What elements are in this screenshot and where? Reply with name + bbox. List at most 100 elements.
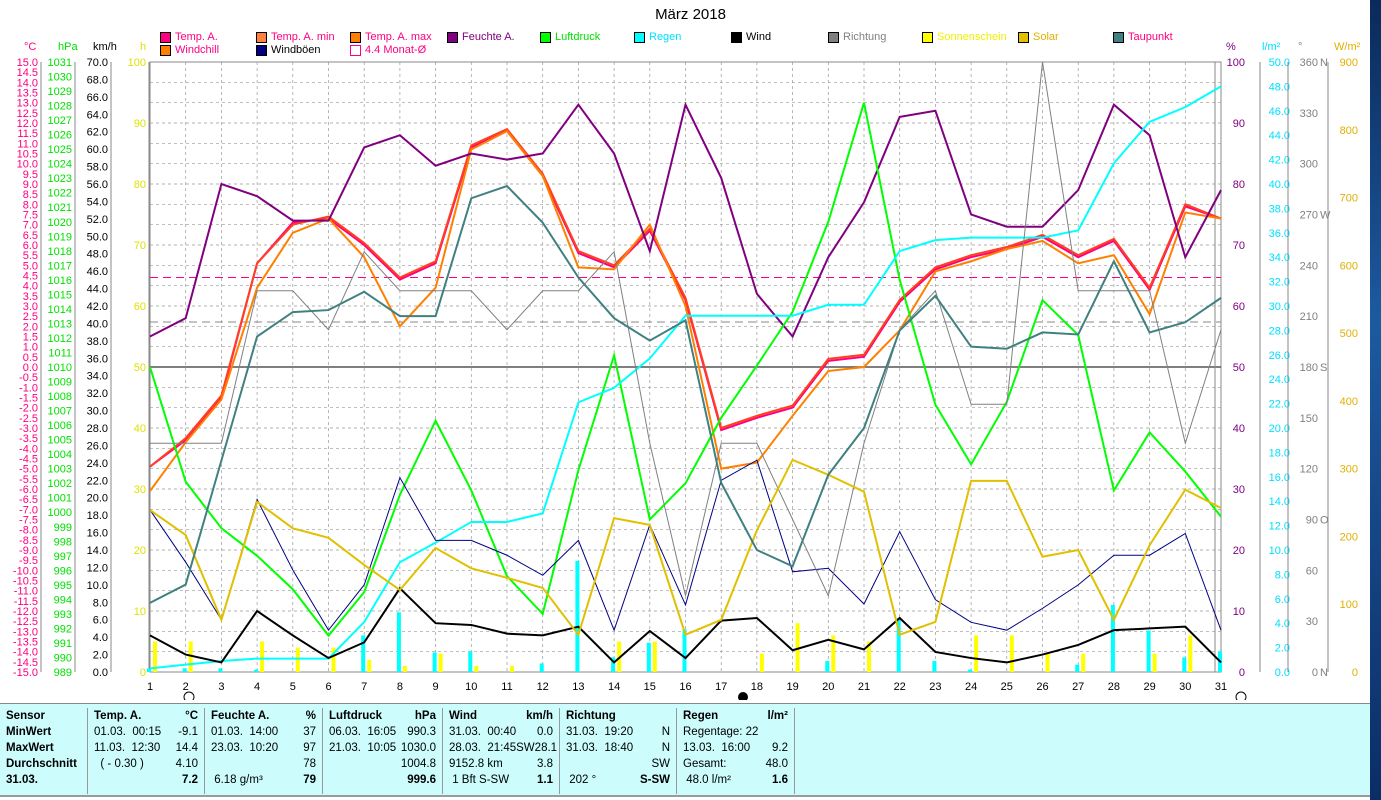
axis-tick-label: 50.0 xyxy=(1269,57,1290,69)
x-tick-label: 5 xyxy=(290,681,296,693)
axis-tick-label: 0.5 xyxy=(23,352,38,364)
axis-tick-label: 0.0 xyxy=(93,667,108,679)
cell-label: 28.03. 21:45SW xyxy=(449,742,535,754)
bar-sonnenschein xyxy=(260,641,265,672)
axis-tick-label: 60 xyxy=(134,301,146,313)
column-unit: hPa xyxy=(414,710,436,722)
axis-unit-rain: l/m² xyxy=(1262,41,1281,53)
legend-item: Windchill xyxy=(160,44,219,56)
axis-tick-label: 6.0 xyxy=(93,615,108,627)
axis-tick-label: 20 xyxy=(134,545,146,557)
axis-tick-label: -11.0 xyxy=(14,586,38,598)
legend-item: Regen xyxy=(634,31,681,43)
axis-tick-label: 1029 xyxy=(48,86,72,98)
axis-tick-label: 44.0 xyxy=(1269,130,1290,142)
axis-tick-label: 8.0 xyxy=(93,597,108,609)
axis-tick-label: 1024 xyxy=(48,159,72,171)
axis-tick-label: 56.0 xyxy=(87,179,108,191)
axis-tick-label: -10.5 xyxy=(13,576,38,588)
axis-tick-label: 0 xyxy=(1312,667,1318,679)
axis-tick-label: 1027 xyxy=(48,115,72,127)
axis-tick-label: 42.0 xyxy=(1269,155,1290,167)
cell-value: 1030.0 xyxy=(400,742,436,754)
axis-tick-label: 6.0 xyxy=(1275,594,1290,606)
x-tick-label: 27 xyxy=(1072,681,1084,693)
axis-tick-label: 90 xyxy=(1306,515,1318,527)
bar-regen-t-glich xyxy=(396,612,401,672)
axis-tick-label: 40 xyxy=(1233,423,1245,435)
axis-tick-label: 30.0 xyxy=(1269,301,1290,313)
series-wind xyxy=(149,586,1222,664)
axis-tick-label: 1026 xyxy=(48,130,72,142)
axis-tick-label: 1.0 xyxy=(23,342,38,354)
x-tick-label: 8 xyxy=(397,681,403,693)
cell-label: Gesamt: xyxy=(683,758,727,770)
axis-tick-label: 1001 xyxy=(48,493,72,505)
axis-tick-label: 1006 xyxy=(48,420,72,432)
axis-tick-label: 22.0 xyxy=(87,475,108,487)
axis-tick-label: 1014 xyxy=(48,304,72,316)
legend-swatch xyxy=(350,31,361,43)
cell-label: 48.0 l/m² xyxy=(683,774,731,786)
axis-tick-label: 13.5 xyxy=(17,88,38,100)
axis-tick-label: 22.0 xyxy=(1269,399,1290,411)
axis-tick-label: 50.0 xyxy=(87,231,108,243)
legend-label: Wind xyxy=(746,31,772,43)
bar-regen-t-glich xyxy=(825,661,830,672)
axis-tick-label: 40.0 xyxy=(87,318,108,330)
axis-tick-label: 1015 xyxy=(48,289,72,301)
axis-tick-label: 180 xyxy=(1300,362,1318,374)
axis-tick-label: 270 xyxy=(1300,210,1318,222)
axis-tick-label: 3.5 xyxy=(23,291,38,303)
axis-tick-label: 44.0 xyxy=(87,284,108,296)
bar-sonnenschein xyxy=(438,653,443,672)
axis-tick-label: 70 xyxy=(134,240,146,252)
axis-tick-label: 2.0 xyxy=(93,650,108,662)
legend-swatch xyxy=(350,44,361,56)
x-tick-label: 26 xyxy=(1036,681,1048,693)
x-tick-label: 15 xyxy=(644,681,656,693)
axis-tick-label: 330 xyxy=(1300,108,1318,120)
bar-sonnenschein xyxy=(1081,653,1086,672)
cell-label: MaxWert xyxy=(6,742,54,754)
axis-tick-label: -12.5 xyxy=(13,616,38,628)
legend-label: Regen xyxy=(649,31,682,43)
axis-unit-temp: °C xyxy=(24,41,36,53)
chart-title: März 2018 xyxy=(655,6,726,23)
axis-tick-label: 46.0 xyxy=(1269,106,1290,118)
cell-value: N xyxy=(661,726,670,738)
new-moon-icon xyxy=(738,692,748,700)
bar-regen-t-glich xyxy=(1110,604,1115,672)
axis-tick-label: 12.0 xyxy=(87,562,108,574)
axis-tick-label: 68.0 xyxy=(87,74,108,86)
axis-tick-label: 5.0 xyxy=(23,260,38,272)
axis-tick-label: 30 xyxy=(134,484,146,496)
x-tick-label: 28 xyxy=(1108,681,1120,693)
x-tick-label: 2 xyxy=(183,681,189,693)
axis-tick-label: 40 xyxy=(134,423,146,435)
axis-tick-label: 58.0 xyxy=(87,162,108,174)
cell-label: 6.18 g/m³ xyxy=(211,774,263,786)
axis-tick-label: 2.0 xyxy=(23,321,38,333)
axis-tick-label: 64.0 xyxy=(87,109,108,121)
cell-label: 31.03. xyxy=(6,774,38,786)
axis-tick-label: 48.0 xyxy=(87,249,108,261)
legend-swatch xyxy=(540,31,551,43)
cell-label: 1 Bft S-SW xyxy=(449,774,510,786)
axis-tick-label: 996 xyxy=(54,565,72,577)
axis-tick-label: 24.0 xyxy=(87,458,108,470)
axis-tick-label: 300 xyxy=(1340,464,1358,476)
window-edge xyxy=(1370,0,1381,800)
axis-tick-label: -3.5 xyxy=(19,433,38,445)
series-windb-en xyxy=(149,459,1222,632)
axis-tick-label: 1031 xyxy=(48,57,72,69)
legend-swatch xyxy=(447,31,458,43)
axis-tick-label: 998 xyxy=(54,536,72,548)
axis-tick-label: 240 xyxy=(1300,260,1318,272)
cell-label: 31.03. 19:20 xyxy=(566,726,634,738)
axis-tick-label: 12.0 xyxy=(17,118,38,130)
bar-regen-t-glich xyxy=(182,668,187,672)
cell-label: 01.03. 00:15 xyxy=(94,726,162,738)
bar-sonnenschein xyxy=(759,653,764,672)
axis-tick-label: 120 xyxy=(1300,464,1318,476)
